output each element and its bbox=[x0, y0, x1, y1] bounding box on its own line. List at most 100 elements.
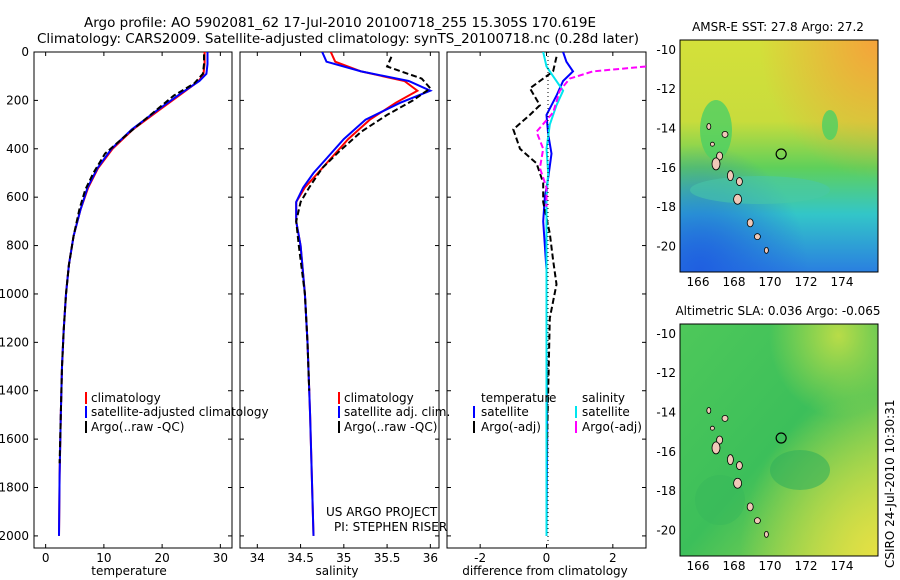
legend-group-temperature: temperature bbox=[481, 391, 556, 405]
legend-label-sal-satellite: satellite bbox=[582, 405, 630, 419]
y-tick-label: 200 bbox=[6, 93, 29, 107]
csiro-timestamp: CSIRO 24-Jul-2010 10:30:31 bbox=[883, 400, 897, 568]
legend-label-satellite: satellite adj. clim. bbox=[344, 405, 450, 419]
argo-float-marker bbox=[775, 432, 787, 444]
salinity-axis-label: salinity bbox=[315, 564, 358, 578]
island-shape bbox=[736, 177, 743, 186]
series-line-salinity-argo-raw-qc- bbox=[295, 56, 432, 391]
map-x-tick-label: 174 bbox=[831, 559, 854, 573]
island-shape bbox=[733, 477, 742, 489]
x-tick-label: -2 bbox=[474, 551, 486, 565]
y-tick-label: 1800 bbox=[0, 481, 29, 495]
map-y-tick-label: -18 bbox=[656, 200, 676, 214]
pi-note: PI: STEPHEN RISER bbox=[334, 520, 447, 534]
island-shape bbox=[710, 141, 715, 147]
series-line-temperature-climatology bbox=[58, 52, 206, 536]
map-y-tick-label: -20 bbox=[656, 239, 676, 253]
series-line-difference-temperature-argo-adj- bbox=[512, 56, 558, 464]
island-shape bbox=[727, 170, 734, 182]
temperature-axis-label: temperature bbox=[91, 564, 166, 578]
legend-label-satellite: satellite-adjusted climatology bbox=[91, 405, 269, 419]
island-shape bbox=[706, 407, 712, 414]
difference-legend: temperature satellite Argo(-adj) salinit… bbox=[473, 391, 642, 434]
legend-label-climatology: climatology bbox=[91, 391, 161, 405]
series-line-difference-salinity-argo-adj- bbox=[535, 65, 646, 207]
island-shape bbox=[746, 502, 754, 512]
map-y-tick-label: -16 bbox=[656, 161, 676, 175]
legend-label-climatology: climatology bbox=[344, 391, 414, 405]
y-tick-label: 1400 bbox=[0, 384, 29, 398]
x-tick-label: 10 bbox=[96, 551, 111, 565]
map-x-tick-label: 168 bbox=[723, 559, 746, 573]
island-shape bbox=[764, 530, 769, 538]
y-tick-label: 400 bbox=[6, 142, 29, 156]
island-shape bbox=[721, 414, 729, 422]
y-tick-label: 800 bbox=[6, 239, 29, 253]
map-y-tick-label: -16 bbox=[656, 445, 676, 459]
y-tick-label: 2000 bbox=[0, 529, 29, 543]
argo-float-marker bbox=[775, 148, 787, 160]
y-tick-label: 0 bbox=[21, 45, 29, 59]
map-x-tick-label: 174 bbox=[831, 275, 854, 289]
island-shape bbox=[754, 517, 761, 525]
map-x-tick-label: 166 bbox=[687, 559, 710, 573]
sla-map-frame bbox=[679, 323, 879, 557]
series-line-temperature-argo-raw-qc- bbox=[58, 54, 205, 464]
island-shape bbox=[710, 425, 715, 431]
y-tick-label: 600 bbox=[6, 190, 29, 204]
island-shape bbox=[706, 123, 712, 130]
legend-label-temp-satellite: satellite bbox=[481, 405, 529, 419]
island-shape bbox=[721, 130, 729, 138]
sla-map-image bbox=[680, 324, 878, 556]
map-x-tick-label: 170 bbox=[759, 559, 782, 573]
sst-map-frame bbox=[679, 39, 879, 273]
y-tick-label: 1600 bbox=[0, 432, 29, 446]
sla-map-islands bbox=[706, 407, 787, 538]
island-shape bbox=[711, 157, 721, 171]
series-line-temperature-satellite-adjusted-climatology bbox=[58, 52, 209, 536]
map-y-tick-label: -12 bbox=[656, 82, 676, 96]
series-line-difference-salinity-satellite bbox=[542, 52, 565, 536]
y-tick-label: 1200 bbox=[0, 335, 29, 349]
y-tick-label: 1000 bbox=[0, 287, 29, 301]
sla-map-title: Altimetric SLA: 0.036 Argo: -0.065 bbox=[675, 304, 880, 318]
legend-label-argo: Argo(..raw -QC) bbox=[91, 420, 184, 434]
island-shape bbox=[716, 151, 723, 161]
map-y-tick-label: -18 bbox=[656, 484, 676, 498]
map-y-tick-label: -12 bbox=[656, 366, 676, 380]
map-x-tick-label: 170 bbox=[759, 275, 782, 289]
legend-label-temp-argo: Argo(-adj) bbox=[481, 420, 541, 434]
island-shape bbox=[746, 218, 754, 228]
x-tick-label: 34 bbox=[250, 551, 265, 565]
map-y-tick-label: -20 bbox=[656, 523, 676, 537]
series-line-salinity-satellite-adj-clim- bbox=[295, 52, 433, 536]
figure-title-line1: Argo profile: AO 5902081_62 17-Jul-2010 … bbox=[84, 15, 596, 31]
map-x-tick-label: 172 bbox=[795, 275, 818, 289]
map-y-tick-label: -10 bbox=[656, 43, 676, 57]
legend-label-sal-argo: Argo(-adj) bbox=[582, 420, 642, 434]
salinity-axes bbox=[239, 51, 440, 549]
map-x-tick-label: 166 bbox=[687, 275, 710, 289]
island-shape bbox=[764, 246, 769, 254]
x-tick-label: 36 bbox=[423, 551, 438, 565]
difference-axis-label: difference from climatology bbox=[462, 564, 628, 578]
x-tick-label: 30 bbox=[213, 551, 228, 565]
series-line-salinity-climatology bbox=[295, 52, 420, 536]
map-y-tick-label: -14 bbox=[656, 405, 676, 419]
x-tick-label: 2 bbox=[609, 551, 617, 565]
sst-map-title: AMSR-E SST: 27.8 Argo: 27.2 bbox=[692, 20, 864, 34]
island-shape bbox=[736, 461, 743, 470]
x-tick-label: 35.5 bbox=[374, 551, 401, 565]
island-shape bbox=[733, 193, 742, 205]
x-tick-label: 0 bbox=[42, 551, 50, 565]
island-shape bbox=[711, 441, 721, 455]
sst-map-islands bbox=[706, 123, 787, 254]
sst-map-image bbox=[680, 40, 878, 272]
x-tick-label: 0 bbox=[543, 551, 551, 565]
legend-label-argo: Argo(..raw -QC) bbox=[344, 420, 437, 434]
temperature-axes bbox=[33, 51, 233, 549]
map-x-tick-label: 172 bbox=[795, 559, 818, 573]
island-shape bbox=[754, 233, 761, 241]
x-tick-label: 34.5 bbox=[287, 551, 314, 565]
